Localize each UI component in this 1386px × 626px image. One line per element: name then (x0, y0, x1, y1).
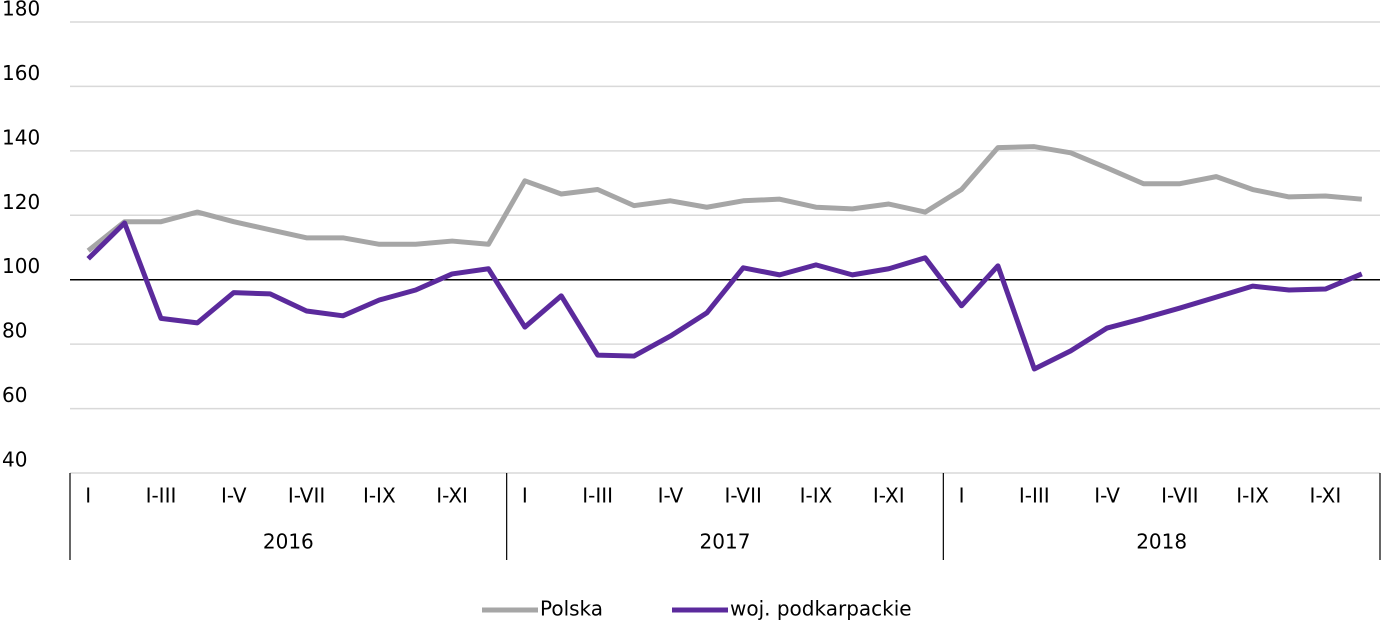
y-tick-label: 140 (2, 125, 40, 149)
y-tick-label: 60 (2, 383, 27, 407)
x-tick-label: I-XI (1310, 484, 1342, 508)
x-tick-label: I-VII (1161, 484, 1198, 508)
x-tick-label: I (85, 484, 91, 508)
y-tick-label: 40 (2, 448, 27, 472)
x-tick-label: I-XI (436, 484, 468, 508)
legend-label: Polska (540, 597, 603, 621)
x-tick-label: I-VII (724, 484, 761, 508)
y-tick-label: 80 (2, 319, 27, 343)
x-tick-label: I-V (658, 484, 684, 508)
group-label: 2018 (1136, 530, 1187, 554)
y-tick-label: 160 (2, 61, 40, 85)
x-tick-label: I-V (221, 484, 247, 508)
y-tick-label: 120 (2, 190, 40, 214)
series-line (86, 220, 1363, 372)
y-tick-label: 180 (2, 0, 40, 21)
x-tick-label: I (959, 484, 965, 508)
x-tick-label: I-IX (363, 484, 396, 508)
x-tick-label: I-III (582, 484, 613, 508)
x-tick-label: I-VII (288, 484, 325, 508)
group-label: 2016 (263, 530, 314, 554)
x-tick-label: I-IX (1236, 484, 1269, 508)
x-tick-label: I-III (1019, 484, 1050, 508)
group-label: 2017 (700, 530, 751, 554)
y-tick-label: 100 (2, 254, 40, 278)
x-tick-label: I-IX (800, 484, 833, 508)
x-tick-label: I-XI (873, 484, 905, 508)
series-line (86, 144, 1363, 253)
x-tick-label: I-V (1094, 484, 1120, 508)
x-tick-label: I (522, 484, 528, 508)
x-tick-label: I-III (146, 484, 177, 508)
legend-label: woj. podkarpackie (730, 597, 912, 621)
